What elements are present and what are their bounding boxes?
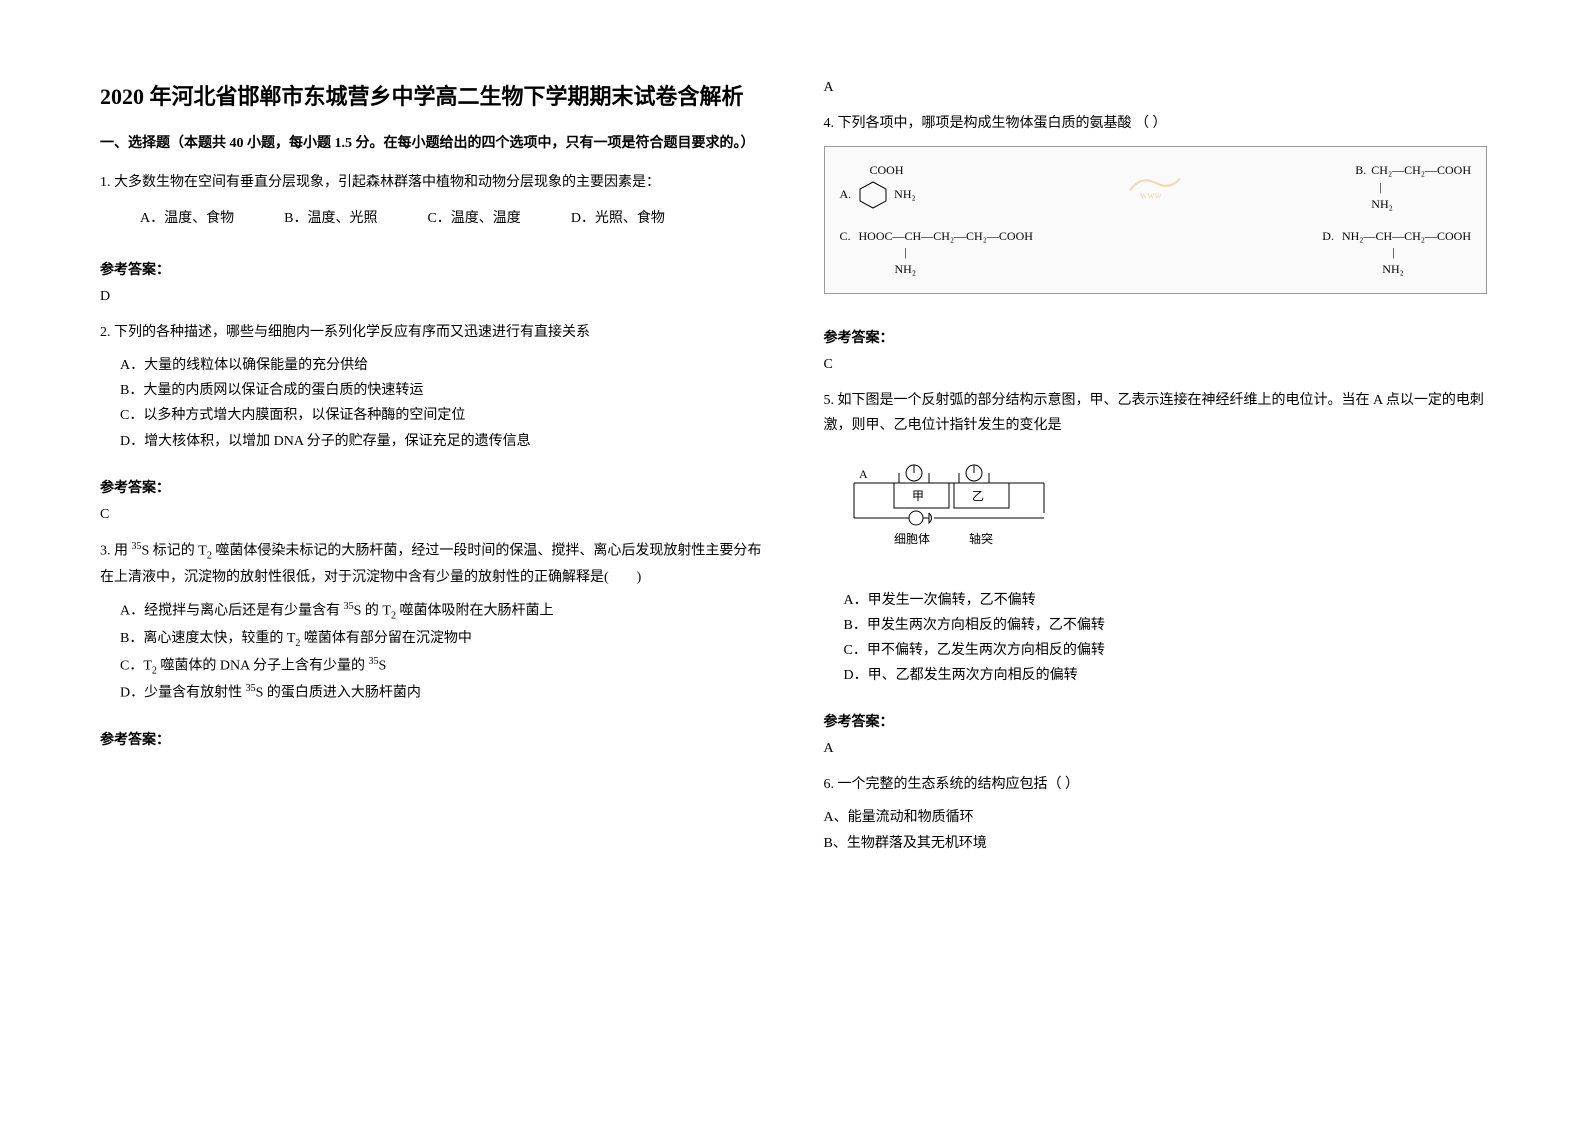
q2-optC: C．以多种方式增大内膜面积，以保证各种酶的空间定位 [100,403,764,428]
chemD-line3: NH₂ [1322,261,1471,278]
diagram-label-axon: 轴突 [969,531,993,546]
q5-optD: D．甲、乙都发生两次方向相反的偏转 [824,663,1488,688]
chemA-line1: COOH [840,162,916,179]
diagram-label-cellbody: 细胞体 [894,532,930,546]
question-3: 3. 用 35S 标记的 T2 噬菌体侵染未标记的大肠杆菌，经过一段时间的保温、… [100,538,764,711]
q2-optA: A．大量的线粒体以确保能量的充分供给 [100,353,764,378]
q6-options: A、能量流动和物质循环 B、生物群落及其无机环境 [824,805,1488,855]
diagram-label-jia: 甲 [912,489,924,503]
chem-row-1: COOH A. NH₂ B. CH₂—CH₂—COOH | [840,162,1472,212]
q2-optD: D．增大核体积，以增加 DNA 分子的贮存量，保证充足的遗传信息 [100,429,764,454]
chem-D: D. NH₂—CH—CH₂—COOH | NH₂ [1322,228,1471,278]
q3-options: A．经搅拌与离心后还是有少量含有 35S 的 T2 噬菌体吸附在大肠杆菌上 B．… [100,598,764,706]
q5-optA: A．甲发生一次偏转，乙不偏转 [824,588,1488,613]
q2-answer-label: 参考答案： [100,477,764,497]
q3c-p3: S [378,658,386,673]
q3-answer-label: 参考答案： [100,729,764,749]
q1-optC: C．温度、温度 [427,206,520,231]
q3a-p3: 噬菌体吸附在大肠杆菌上 [396,604,554,619]
q5-optC: C．甲不偏转，乙发生两次方向相反的偏转 [824,638,1488,663]
q3b-p1: B．离心速度太快，较重的 T [120,631,295,646]
question-2: 2. 下列的各种描述，哪些与细胞内一系列化学反应有序而又迅速进行有直接关系 A．… [100,320,764,459]
q3a-sup: 35 [344,601,354,612]
q3a-p2: S 的 T [354,604,391,619]
q4-chemistry-figure: www COOH A. NH₂ B. [824,146,1488,294]
q5-options: A．甲发生一次偏转，乙不偏转 B．甲发生两次方向相反的偏转，乙不偏转 C．甲不偏… [824,588,1488,689]
chemC-line3: NH₂ [840,261,1033,278]
chemA-label: A. [840,186,852,203]
section-header: 一、选择题（本题共 40 小题，每小题 1.5 分。在每小题给出的四个选项中，只… [100,133,764,155]
diagram-label-yi: 乙 [972,489,984,503]
q1-answer-label: 参考答案： [100,259,764,279]
question-5: 5. 如下图是一个反射弧的部分结构示意图，甲、乙表示连接在神经纤维上的电位计。当… [824,388,1488,693]
reflex-arc-diagram: A 甲 乙 [844,463,1084,553]
q5-diagram: A 甲 乙 [824,453,1488,572]
q5-answer-label: 参考答案： [824,711,1488,731]
q3c-sup: 35 [368,656,378,667]
q2-optB: B．大量的内质网以保证合成的蛋白质的快速转运 [100,378,764,403]
q3d-sup: 35 [246,683,256,694]
q2-options: A．大量的线粒体以确保能量的充分供给 B．大量的内质网以保证合成的蛋白质的快速转… [100,353,764,454]
chemC-line1: HOOC—CH—CH₂—CH₂—COOH [859,229,1033,243]
q1-text: 1. 大多数生物在空间有垂直分层现象，引起森林群落中植物和动物分层现象的主要因素… [100,170,764,195]
right-column: A 4. 下列各项中，哪项是构成生物体蛋白质的氨基酸 （ ） www COOH … [824,80,1488,1042]
q3-answer: A [824,80,1488,96]
q3-optB: B．离心速度太快，较重的 T2 噬菌体有部分留在沉淀物中 [100,626,764,653]
chem-row-2: C. HOOC—CH—CH₂—CH₂—COOH | NH₂ D. NH₂—CH—… [840,228,1472,278]
q3-text: 3. 用 35S 标记的 T2 噬菌体侵染未标记的大肠杆菌，经过一段时间的保温、… [100,538,764,591]
chemB-line3: NH₂ [1371,196,1471,213]
chem-A: COOH A. NH₂ [840,162,916,212]
chemC-label: C. [840,228,851,245]
chemD-label: D. [1322,228,1334,245]
q3a-p1: A．经搅拌与离心后还是有少量含有 [120,604,344,619]
q3-p2: S 标记的 T [142,543,207,558]
q3-optC: C．T2 噬菌体的 DNA 分子上含有少量的 35S [100,653,764,680]
q3-optD: D．少量含有放射性 35S 的蛋白质进入大肠杆菌内 [100,680,764,706]
question-6: 6. 一个完整的生态系统的结构应包括（ ） A、能量流动和物质循环 B、生物群落… [824,772,1488,861]
q5-answer: A [824,741,1488,757]
q6-optA: A、能量流动和物质循环 [824,805,1488,830]
chem-C: C. HOOC—CH—CH₂—CH₂—COOH | NH₂ [840,228,1033,278]
chemD-line1: NH₂—CH—CH₂—COOH [1342,229,1471,243]
chemA-line2: NH₂ [894,186,916,203]
q4-text: 4. 下列各项中，哪项是构成生物体蛋白质的氨基酸 （ ） [824,111,1488,136]
q1-optB: B．温度、光照 [284,206,377,231]
q5-optB: B．甲发生两次方向相反的偏转，乙不偏转 [824,613,1488,638]
q6-optB: B、生物群落及其无机环境 [824,831,1488,856]
chemC-line2: | [840,244,1033,261]
left-column: 2020 年河北省邯郸市东城营乡中学高二生物下学期期末试卷含解析 一、选择题（本… [100,80,764,1042]
q3c-p2: 噬菌体的 DNA 分子上含有少量的 [157,658,369,673]
q1-optA: A．温度、食物 [140,206,234,231]
chemB-label: B. [1355,162,1366,212]
q6-text: 6. 一个完整的生态系统的结构应包括（ ） [824,772,1488,797]
q1-answer: D [100,289,764,305]
q3-p1: 3. 用 [100,543,132,558]
q4-answer: C [824,357,1488,373]
q4-answer-label: 参考答案： [824,327,1488,347]
chemB-line1: CH₂—CH₂—COOH [1371,162,1471,179]
chem-B: B. CH₂—CH₂—COOH | NH₂ [1355,162,1471,212]
hexagon-icon [856,179,891,209]
diagram-label-A: A [859,467,868,481]
q3-optA: A．经搅拌与离心后还是有少量含有 35S 的 T2 噬菌体吸附在大肠杆菌上 [100,598,764,625]
q3c-p1: C．T [120,658,152,673]
chemD-line2: | [1322,244,1471,261]
q3-sup1: 35 [132,541,142,552]
q3d-p2: S 的蛋白质进入大肠杆菌内 [256,686,421,701]
question-4: 4. 下列各项中，哪项是构成生物体蛋白质的氨基酸 （ ） www COOH A. [824,111,1488,309]
q3d-p1: D．少量含有放射性 [120,686,246,701]
q1-options: A．温度、食物 B．温度、光照 C．温度、温度 D．光照、食物 [100,206,764,231]
question-1: 1. 大多数生物在空间有垂直分层现象，引起森林群落中植物和动物分层现象的主要因素… [100,170,764,240]
q5-text: 5. 如下图是一个反射弧的部分结构示意图，甲、乙表示连接在神经纤维上的电位计。当… [824,388,1488,438]
document-title: 2020 年河北省邯郸市东城营乡中学高二生物下学期期末试卷含解析 [100,80,764,113]
q2-answer: C [100,507,764,523]
q3b-p2: 噬菌体有部分留在沉淀物中 [300,631,472,646]
chemB-line2: | [1371,179,1471,196]
q2-text: 2. 下列的各种描述，哪些与细胞内一系列化学反应有序而又迅速进行有直接关系 [100,320,764,345]
q1-optD: D．光照、食物 [571,206,665,231]
